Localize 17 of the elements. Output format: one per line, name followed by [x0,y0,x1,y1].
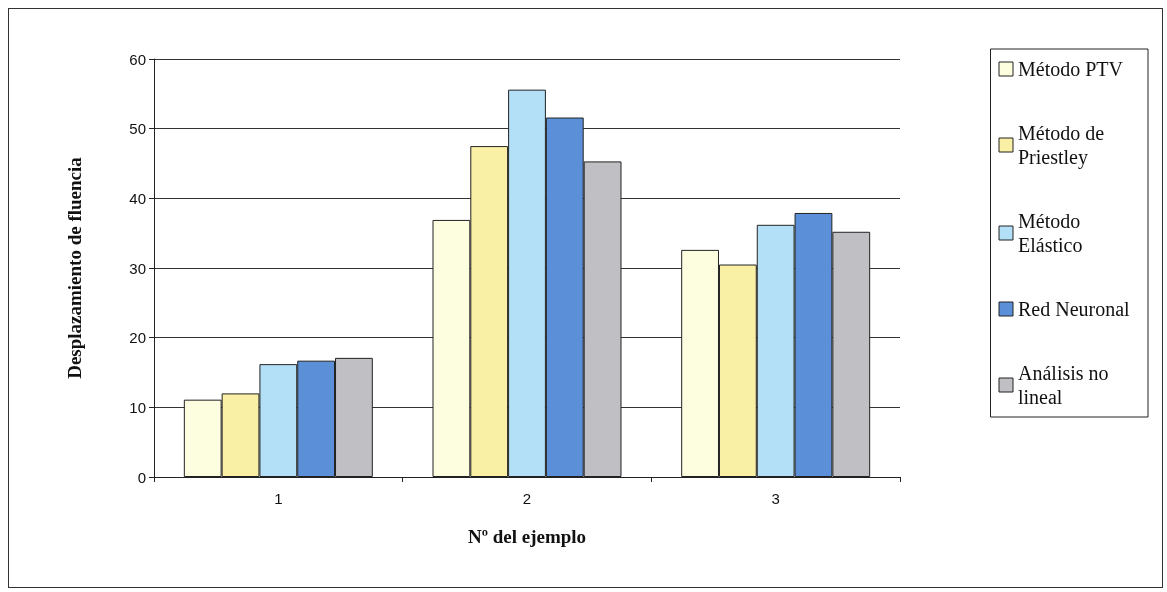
x-tick-label: 2 [522,490,532,507]
y-tick-label: 0 [137,468,146,486]
x-axis-title: Nº del ejemplo [467,526,587,547]
y-tick-label: 60 [129,50,146,68]
legend-label: Método Elástico [1018,210,1086,256]
y-tick-label: 40 [129,189,146,207]
x-tick-label: 3 [771,490,780,507]
y-tick-label: 50 [129,120,146,138]
legend-label: Método PTV [1018,58,1124,80]
x-tick-label: 1 [274,490,283,507]
legend-label: Método de Priestley [1018,122,1110,169]
legend-label: Análisis no lineal [1018,362,1114,408]
y-tick-label: 30 [129,259,146,277]
legend-label: Red Neuronal [1018,298,1131,320]
y-tick-label: 20 [129,329,146,347]
y-axis-title: Desplazamiento de fluencia [64,156,85,379]
y-tick-label: 10 [129,398,146,416]
